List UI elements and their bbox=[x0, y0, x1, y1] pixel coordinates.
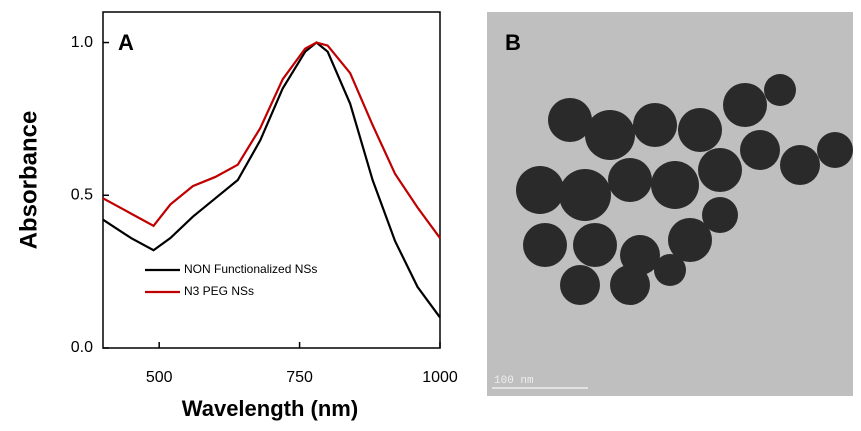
panel-label: A bbox=[118, 30, 134, 55]
particles bbox=[516, 74, 853, 305]
panel-label: B bbox=[505, 30, 521, 55]
line-series bbox=[102, 41, 441, 319]
legend-label: NON Functionalized NSs bbox=[184, 262, 317, 276]
scale-bar-label: 100 nm bbox=[494, 375, 534, 387]
x-tick-label: 750 bbox=[286, 369, 313, 386]
legend-label: N3 PEG NSs bbox=[184, 284, 254, 298]
tem-image: 100 nm B bbox=[487, 12, 853, 396]
y-tick-label: 1.0 bbox=[71, 34, 93, 51]
line-series bbox=[102, 41, 441, 239]
x-tick-label: 1000 bbox=[422, 369, 458, 386]
y-tick-label: 0.0 bbox=[71, 339, 93, 356]
plot-frame bbox=[102, 11, 441, 349]
x-tick-label: 500 bbox=[146, 369, 173, 386]
y-tick-label: 0.5 bbox=[71, 186, 93, 203]
y-axis-label: Absorbance bbox=[15, 111, 42, 250]
x-axis-label: Wavelength (nm) bbox=[182, 396, 358, 421]
